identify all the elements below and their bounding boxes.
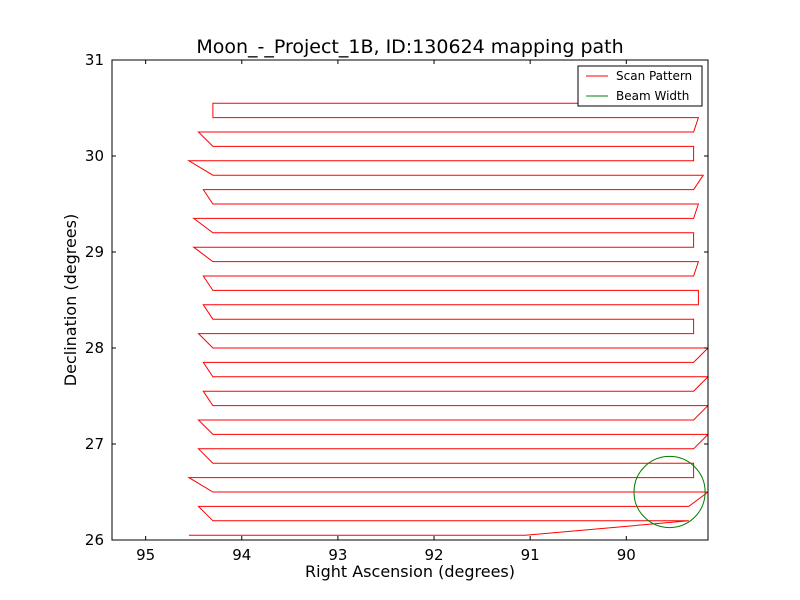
scan-pattern-line — [187, 102, 708, 536]
x-axis-label: Right Ascension (degrees) — [305, 562, 515, 581]
plot-frame — [111, 59, 709, 541]
y-tick-label: 28 — [85, 339, 104, 357]
x-tick-label: 95 — [136, 546, 155, 564]
legend-label-scan-pattern: Scan Pattern — [616, 69, 692, 83]
x-tick-label: 94 — [232, 546, 251, 564]
legend-box — [577, 65, 703, 107]
axis-ticks: 95 94 93 92 91 90 26 27 28 29 30 31 — [85, 51, 708, 564]
x-tick-label: 93 — [328, 546, 347, 564]
y-tick-label: 30 — [85, 147, 104, 165]
beam-width-circle — [633, 455, 706, 529]
legend: Scan Pattern Beam Width — [577, 65, 703, 107]
y-tick-label: 27 — [85, 435, 104, 453]
y-axis-label: Declination (degrees) — [61, 214, 80, 386]
legend-label-beam-width: Beam Width — [616, 89, 689, 103]
y-tick-label: 31 — [85, 51, 104, 69]
scan-pattern-series — [187, 102, 708, 536]
chart-title: Moon_-_Project_1B, ID:130624 mapping pat… — [196, 36, 623, 58]
x-tick-label: 91 — [521, 546, 540, 564]
plot-area — [187, 102, 708, 536]
x-tick-label: 90 — [617, 546, 636, 564]
x-tick-label: 92 — [424, 546, 443, 564]
y-tick-label: 26 — [85, 531, 104, 549]
y-tick-label: 29 — [85, 243, 104, 261]
